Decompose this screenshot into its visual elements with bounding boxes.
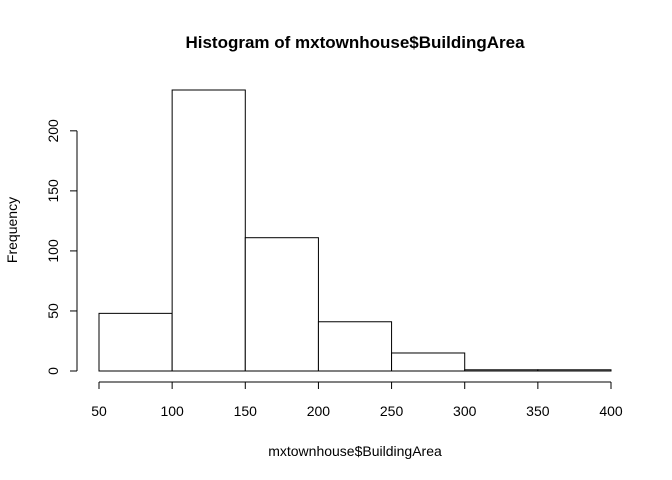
x-tick-label: 200 (307, 403, 331, 419)
histogram-bar-3 (244, 237, 319, 372)
histogram-bar-4 (317, 321, 393, 372)
histogram-bars (98, 89, 612, 372)
histogram-bar-1 (98, 312, 173, 372)
y-tick-label: 100 (45, 239, 61, 263)
y-tick-label: 150 (45, 179, 61, 203)
x-tick-label: 100 (160, 403, 184, 419)
histogram-bar-6 (464, 369, 539, 372)
x-axis: 50 100 150 200 250 300 350 400 (91, 381, 623, 419)
histogram-bar-7 (537, 369, 612, 372)
chart-title: Histogram of mxtownhouse$BuildingArea (185, 33, 525, 52)
x-axis-label: mxtownhouse$BuildingArea (268, 443, 442, 459)
y-tick-label: 200 (45, 119, 61, 143)
y-axis: 0 50 100 150 200 (45, 119, 78, 375)
x-tick-label: 300 (453, 403, 477, 419)
histogram-bar-2 (171, 89, 246, 372)
x-tick-label: 350 (526, 403, 550, 419)
y-axis-label: Frequency (4, 197, 20, 263)
x-tick-label: 50 (91, 403, 107, 419)
x-tick-label: 400 (599, 403, 623, 419)
x-tick-label: 250 (380, 403, 404, 419)
histogram-bar-5 (391, 352, 466, 372)
y-tick-label: 0 (45, 367, 61, 375)
y-tick-label: 50 (45, 303, 61, 319)
x-tick-label: 150 (234, 403, 258, 419)
